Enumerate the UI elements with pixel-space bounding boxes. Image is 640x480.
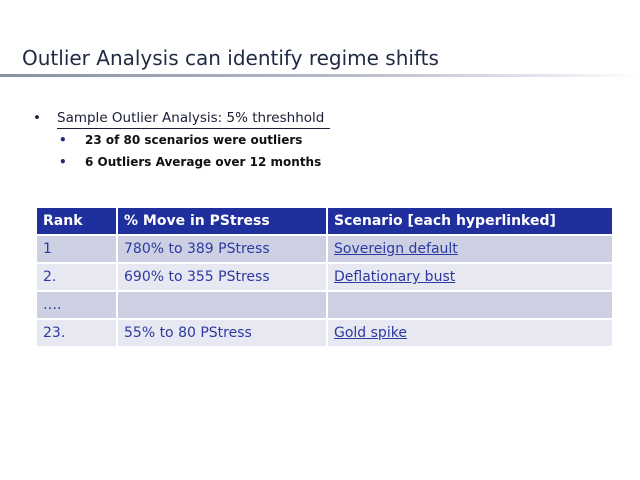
sub-bullet: • 6 Outliers Average over 12 months — [33, 152, 330, 174]
sub-bullet-marker: • — [59, 155, 67, 169]
rank-cell: 2. — [37, 262, 118, 291]
table-row: 2. 690% to 355 PStress Deflationary bust — [37, 262, 612, 291]
title-divider — [0, 74, 640, 77]
move-cell — [117, 290, 328, 319]
outlier-table: Rank % Move in PStress Scenario [each hy… — [37, 208, 612, 346]
scenario-cell: Sovereign default — [327, 234, 612, 263]
scenario-cell: Gold spike — [327, 318, 612, 346]
move-cell: 55% to 80 PStress — [117, 318, 328, 346]
rank-cell: 1 — [37, 234, 118, 263]
sub-bullet-marker: • — [59, 133, 67, 147]
sub-bullet-text: 6 Outliers Average over 12 months — [85, 155, 322, 169]
scenario-cell — [327, 290, 612, 319]
scenario-cell: Deflationary bust — [327, 262, 612, 291]
move-cell: 780% to 389 PStress — [117, 234, 328, 263]
sub-bullet: • 23 of 80 scenarios were outliers — [33, 130, 330, 152]
table-row: 1 780% to 389 PStress Sovereign default — [37, 234, 612, 263]
table-row: …. — [37, 290, 612, 319]
header-rank: Rank — [37, 208, 118, 235]
bullet-marker: • — [33, 110, 41, 126]
table-header-row: Rank % Move in PStress Scenario [each hy… — [37, 208, 612, 235]
scenario-link-deflationary-bust[interactable]: Deflationary bust — [334, 269, 456, 285]
scenario-link-sovereign-default[interactable]: Sovereign default — [334, 241, 458, 257]
sub-bullet-text: 23 of 80 scenarios were outliers — [85, 133, 303, 147]
bullet-list: • Sample Outlier Analysis: 5% threshhold… — [33, 108, 331, 174]
header-move: % Move in PStress — [117, 208, 328, 235]
main-bullet: • Sample Outlier Analysis: 5% threshhold — [33, 108, 331, 130]
slide-title: Outlier Analysis can identify regime shi… — [22, 46, 439, 70]
main-bullet-text: Sample Outlier Analysis: 5% threshhold — [57, 108, 331, 129]
move-cell: 690% to 355 PStress — [117, 262, 328, 291]
rank-cell: 23. — [37, 318, 118, 346]
header-scenario: Scenario [each hyperlinked] — [327, 208, 612, 235]
scenario-link-gold-spike[interactable]: Gold spike — [334, 325, 407, 341]
rank-cell: …. — [37, 290, 118, 319]
table-row: 23. 55% to 80 PStress Gold spike — [37, 318, 612, 346]
